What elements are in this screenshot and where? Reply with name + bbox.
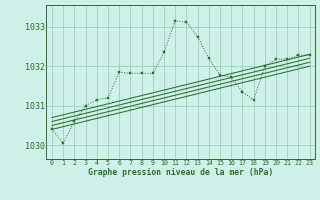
X-axis label: Graphe pression niveau de la mer (hPa): Graphe pression niveau de la mer (hPa) [88, 168, 273, 177]
